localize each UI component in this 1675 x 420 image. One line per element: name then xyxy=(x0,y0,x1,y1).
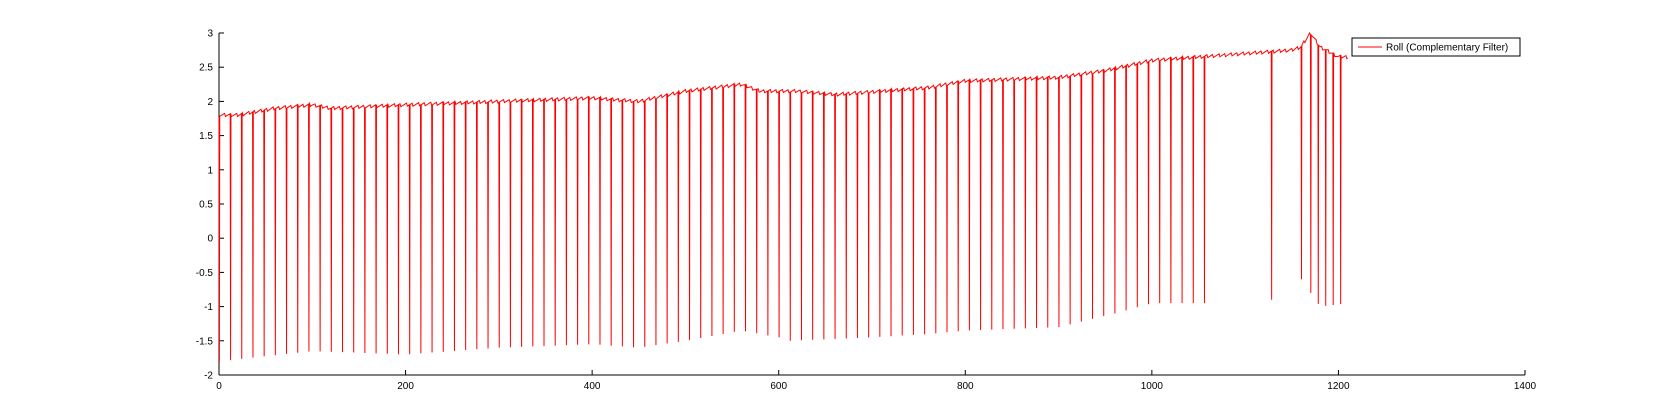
x-tick-label: 600 xyxy=(770,381,787,392)
y-tick-label: -0.5 xyxy=(196,268,214,279)
x-tick-label: 200 xyxy=(397,381,414,392)
x-tick-label: 1200 xyxy=(1327,381,1350,392)
y-tick-label: 2.5 xyxy=(199,63,213,74)
y-tick-label: 2 xyxy=(207,97,213,108)
legend-label: Roll (Complementary Filter) xyxy=(1386,43,1508,54)
legend: Roll (Complementary Filter) xyxy=(1351,37,1521,57)
y-tick-label: 0.5 xyxy=(199,200,213,211)
legend-box xyxy=(1351,37,1521,57)
y-tick-label: -2 xyxy=(204,371,213,382)
x-tick-label: 0 xyxy=(216,381,222,392)
x-tick-label: 1000 xyxy=(1141,381,1164,392)
axes: -2 -1.5 -1 -0.5 0 0.5 1 1.5 2 2.5 3 0 200 400 600 800 10… xyxy=(196,29,1537,393)
x-tick-label: 1400 xyxy=(1514,381,1537,392)
y-tick-label: 1.5 xyxy=(199,131,213,142)
y-tick-label: -1 xyxy=(204,302,213,313)
y-tick-label: 3 xyxy=(207,29,213,40)
x-tick-label: 400 xyxy=(584,381,601,392)
plot-area xyxy=(218,31,1349,362)
x-tick-label: 800 xyxy=(957,381,974,392)
y-tick-label: -1.5 xyxy=(196,336,214,347)
y-tick-label: 0 xyxy=(207,234,213,245)
series-line-roll xyxy=(218,31,1349,362)
y-tick-label: 1 xyxy=(207,165,213,176)
